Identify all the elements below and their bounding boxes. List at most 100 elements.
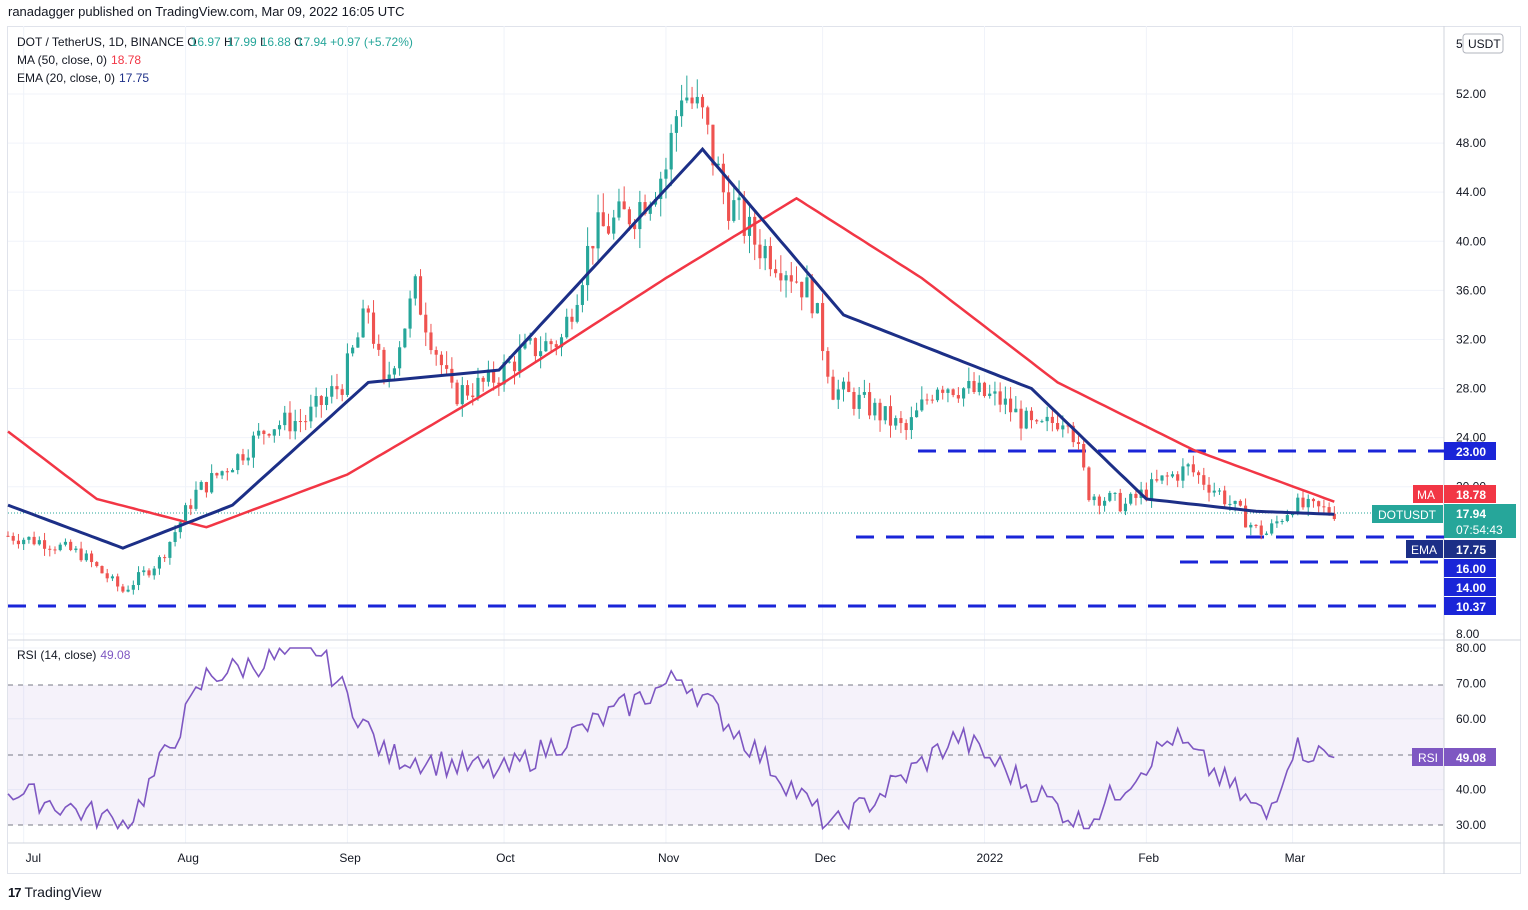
candle-body [596, 212, 600, 249]
candle-body [293, 421, 297, 432]
candle-body [27, 536, 31, 540]
candle-body [935, 389, 940, 401]
candle-body [680, 100, 684, 117]
tradingview-logo-icon: 17 [8, 884, 22, 900]
rsi-legend-value: 49.08 [100, 648, 131, 662]
candle-body [434, 350, 438, 355]
level-badge-23: 23.00 [1444, 442, 1496, 460]
symbol-legend[interactable]: DOT / TetherUS, 1D, BINANCE O16.97 H17.9… [17, 35, 413, 49]
candle-body [706, 107, 710, 125]
candle-body [178, 522, 182, 533]
ohlc-o-label: O [187, 35, 197, 49]
published-header: ranadagger published on TradingView.com,… [8, 4, 405, 19]
candle-body [1160, 475, 1164, 481]
candle-body [298, 421, 302, 423]
time-axis[interactable]: Jul Aug Sep Oct Nov Dec 2022 Feb Mar [26, 851, 1306, 865]
candle-body [606, 226, 611, 234]
candle-body [1014, 408, 1018, 413]
candle-body [716, 163, 720, 166]
candle-body [695, 96, 699, 104]
candle-body [1306, 498, 1310, 508]
candle-body [753, 216, 757, 245]
rsi-legend[interactable]: RSI (14, close) 49.08 [17, 648, 130, 662]
ma-legend[interactable]: MA (50, close, 0) 18.78 [17, 53, 141, 67]
candle-body [277, 425, 282, 430]
svg-text:49.08: 49.08 [1456, 751, 1486, 765]
candle-body [1009, 398, 1013, 413]
candle-body [1103, 500, 1107, 506]
candle-body [1123, 503, 1128, 512]
candle-body [1129, 493, 1133, 504]
candle-body [727, 192, 731, 221]
candle-body [53, 549, 57, 551]
candle-body [559, 337, 564, 348]
candle-body [152, 568, 156, 576]
ohlc-close: 17.94 [296, 35, 327, 49]
candle-body [789, 275, 793, 282]
candle-body [779, 273, 783, 281]
candle-body [1092, 496, 1096, 501]
ohlc-open: 16.97 [190, 35, 221, 49]
candle-body [690, 97, 694, 104]
candle-body [507, 361, 511, 363]
candle-body [194, 489, 198, 509]
candle-body [1061, 425, 1065, 430]
chart-frame[interactable] [7, 26, 1521, 874]
time-tick-label: Oct [496, 851, 515, 865]
candle-body [873, 402, 877, 416]
candle-body [883, 406, 887, 421]
rsi-tick-label: 40.00 [1456, 783, 1486, 797]
ohlc-low: 16.88 [260, 35, 291, 49]
currency-badge[interactable]: 5 USDT [1456, 33, 1504, 54]
candle-body [1207, 484, 1211, 493]
time-tick-label: Sep [339, 851, 361, 865]
time-tick-label: Jul [26, 851, 41, 865]
ohlc-c-label: C [294, 35, 303, 49]
candle-body [554, 344, 558, 348]
candle-body [758, 244, 762, 259]
candle-body [1113, 492, 1117, 494]
tradingview-logo[interactable]: 17 TradingView [8, 884, 102, 900]
ma50-line[interactable] [7, 196, 1335, 529]
ema-legend[interactable]: EMA (20, close, 0) 17.75 [17, 71, 149, 85]
ema20-line[interactable] [7, 146, 1335, 550]
candle-body [126, 589, 130, 592]
candle-body [815, 303, 819, 314]
candle-body [345, 353, 349, 395]
candle-body [1238, 500, 1242, 506]
candle-body [48, 548, 52, 550]
price-tick-label: 24.00 [1456, 431, 1486, 445]
candle-body [215, 473, 219, 476]
price-tick-label: 40.00 [1456, 234, 1486, 248]
ema-legend-value: 17.75 [119, 71, 150, 85]
rsi-line[interactable] [7, 646, 1335, 831]
price-tick-label: 8.00 [1456, 627, 1480, 641]
candle-body [633, 224, 637, 230]
candle-body [1259, 525, 1263, 535]
price-tick-label: 52.00 [1456, 87, 1486, 101]
candle-body [737, 197, 741, 201]
candle-body [925, 399, 929, 401]
candle-body [314, 396, 318, 407]
candle-body [962, 388, 966, 399]
price-tick-label: 36.00 [1456, 283, 1486, 297]
time-tick-label: Dec [815, 851, 836, 865]
candle-body [131, 585, 135, 590]
price-tick-label: 48.00 [1456, 136, 1486, 150]
candle-body [330, 386, 334, 397]
ohlc-l-label: L [260, 35, 267, 49]
rsi-tick-label: 60.00 [1456, 712, 1486, 726]
candle-body [549, 341, 553, 345]
price-axis[interactable]: 52.00 48.00 44.00 40.00 36.00 32.00 28.00 24.00… [1456, 87, 1486, 641]
candle-body [204, 482, 208, 493]
candle-body [492, 369, 496, 383]
candle-body [361, 308, 365, 338]
candle-body [58, 544, 62, 551]
candle-body [1176, 474, 1180, 481]
candle-body [700, 96, 705, 108]
ema-legend-label: EMA (20, close, 0) [17, 71, 116, 85]
candle-body [857, 394, 861, 409]
time-tick-label: Mar [1285, 851, 1306, 865]
